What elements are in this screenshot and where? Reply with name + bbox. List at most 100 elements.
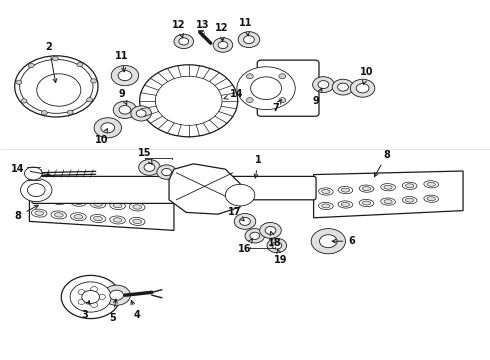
Circle shape bbox=[313, 77, 334, 93]
Ellipse shape bbox=[129, 203, 145, 211]
Ellipse shape bbox=[51, 197, 67, 204]
Circle shape bbox=[82, 291, 99, 303]
Text: 3: 3 bbox=[81, 301, 90, 320]
Circle shape bbox=[78, 289, 85, 294]
Circle shape bbox=[16, 80, 22, 85]
Circle shape bbox=[272, 242, 282, 249]
FancyBboxPatch shape bbox=[32, 176, 179, 203]
Polygon shape bbox=[314, 171, 463, 218]
Text: 7: 7 bbox=[272, 100, 281, 113]
Text: 10: 10 bbox=[95, 129, 108, 145]
Circle shape bbox=[87, 98, 93, 102]
Circle shape bbox=[70, 282, 111, 312]
Circle shape bbox=[94, 118, 122, 138]
Circle shape bbox=[318, 81, 329, 89]
Polygon shape bbox=[29, 176, 174, 230]
Ellipse shape bbox=[110, 202, 125, 210]
Ellipse shape bbox=[322, 189, 330, 194]
Circle shape bbox=[246, 98, 253, 103]
Circle shape bbox=[113, 101, 137, 118]
Text: 6: 6 bbox=[332, 236, 355, 246]
Ellipse shape bbox=[322, 204, 330, 208]
Text: 8: 8 bbox=[374, 150, 391, 177]
Ellipse shape bbox=[90, 215, 106, 222]
Circle shape bbox=[118, 71, 132, 81]
Circle shape bbox=[244, 36, 254, 44]
Circle shape bbox=[234, 213, 256, 229]
Ellipse shape bbox=[113, 218, 122, 222]
Ellipse shape bbox=[381, 198, 395, 205]
Ellipse shape bbox=[31, 195, 47, 203]
Ellipse shape bbox=[318, 202, 333, 210]
Text: 19: 19 bbox=[273, 249, 287, 265]
Ellipse shape bbox=[402, 182, 417, 189]
Circle shape bbox=[21, 99, 27, 103]
Text: 18: 18 bbox=[268, 231, 281, 248]
Circle shape bbox=[246, 74, 253, 79]
Ellipse shape bbox=[71, 198, 86, 206]
Text: 10: 10 bbox=[360, 67, 373, 85]
Ellipse shape bbox=[133, 219, 142, 224]
Circle shape bbox=[103, 285, 130, 305]
Ellipse shape bbox=[54, 213, 63, 217]
Text: 17: 17 bbox=[227, 207, 244, 221]
Circle shape bbox=[179, 38, 189, 45]
Ellipse shape bbox=[427, 182, 435, 186]
Ellipse shape bbox=[424, 195, 439, 202]
Ellipse shape bbox=[384, 185, 392, 189]
Circle shape bbox=[91, 302, 98, 307]
Circle shape bbox=[213, 38, 233, 52]
Circle shape bbox=[15, 56, 98, 117]
Circle shape bbox=[131, 106, 151, 121]
Circle shape bbox=[67, 110, 73, 114]
Ellipse shape bbox=[74, 215, 83, 219]
Ellipse shape bbox=[94, 202, 102, 206]
Ellipse shape bbox=[424, 181, 439, 188]
Ellipse shape bbox=[359, 199, 374, 207]
Circle shape bbox=[279, 98, 286, 103]
Circle shape bbox=[144, 163, 155, 171]
Circle shape bbox=[77, 62, 83, 67]
Ellipse shape bbox=[363, 186, 370, 191]
Text: 11: 11 bbox=[115, 51, 128, 72]
Circle shape bbox=[174, 34, 194, 49]
Circle shape bbox=[279, 74, 286, 79]
Ellipse shape bbox=[342, 202, 349, 207]
Text: 14: 14 bbox=[224, 89, 244, 99]
Circle shape bbox=[20, 59, 93, 113]
Ellipse shape bbox=[318, 188, 333, 195]
Polygon shape bbox=[169, 164, 240, 214]
Text: 2: 2 bbox=[46, 42, 57, 82]
Circle shape bbox=[250, 77, 281, 100]
Circle shape bbox=[225, 184, 255, 206]
Circle shape bbox=[52, 57, 58, 61]
Ellipse shape bbox=[110, 216, 125, 224]
Text: 11: 11 bbox=[239, 18, 253, 36]
Circle shape bbox=[356, 84, 369, 93]
Circle shape bbox=[41, 111, 47, 115]
Circle shape bbox=[162, 168, 172, 176]
Text: 15: 15 bbox=[138, 148, 152, 164]
Text: 13: 13 bbox=[196, 20, 209, 37]
Circle shape bbox=[37, 74, 81, 106]
Circle shape bbox=[156, 77, 221, 125]
Circle shape bbox=[101, 123, 115, 133]
Circle shape bbox=[140, 65, 238, 137]
Circle shape bbox=[28, 63, 34, 68]
Circle shape bbox=[91, 79, 97, 83]
Circle shape bbox=[136, 110, 146, 117]
Circle shape bbox=[260, 222, 281, 238]
Circle shape bbox=[218, 41, 228, 49]
Circle shape bbox=[332, 79, 354, 95]
Circle shape bbox=[78, 300, 85, 305]
Text: 8: 8 bbox=[15, 205, 38, 221]
Circle shape bbox=[61, 275, 120, 319]
Circle shape bbox=[311, 229, 345, 254]
Circle shape bbox=[155, 76, 222, 125]
Circle shape bbox=[110, 290, 123, 300]
Ellipse shape bbox=[338, 186, 353, 194]
Ellipse shape bbox=[90, 200, 106, 208]
Text: 16: 16 bbox=[238, 239, 253, 254]
Circle shape bbox=[267, 238, 287, 253]
Circle shape bbox=[240, 217, 250, 225]
